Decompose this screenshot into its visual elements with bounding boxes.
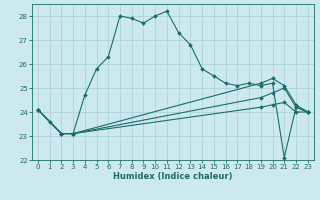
X-axis label: Humidex (Indice chaleur): Humidex (Indice chaleur) <box>113 172 233 181</box>
